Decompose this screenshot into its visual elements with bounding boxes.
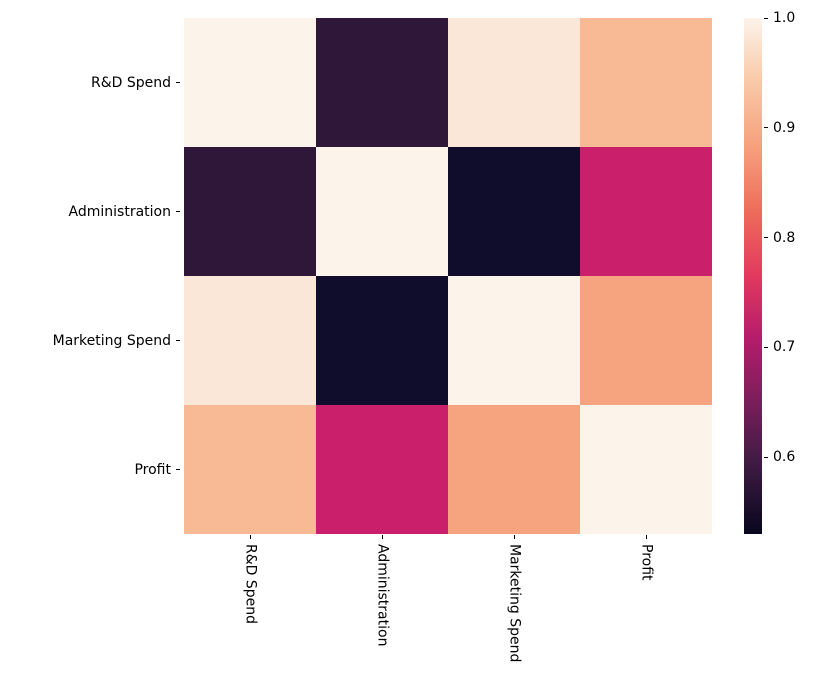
heatmap-cell — [580, 276, 712, 405]
tick-text: Marketing Spend — [53, 333, 171, 349]
tick-mark — [764, 457, 768, 458]
tick-mark — [764, 18, 768, 19]
heatmap-cell — [184, 18, 316, 147]
heatmap-grid — [184, 18, 712, 534]
tick-text: Administration — [69, 204, 171, 220]
heatmap-cell — [580, 405, 712, 534]
colorbar — [744, 18, 762, 534]
x-tick-label: Administration — [374, 544, 390, 646]
heatmap-cell — [316, 147, 448, 276]
heatmap-cell — [580, 18, 712, 147]
y-tick-label: Marketing Spend — [53, 333, 180, 349]
heatmap-cell — [448, 147, 580, 276]
heatmap-cell — [316, 276, 448, 405]
heatmap-cell — [448, 276, 580, 405]
heatmap-cell — [316, 18, 448, 147]
tick-mark — [250, 535, 251, 539]
x-tick-label: R&D Spend — [242, 544, 258, 624]
tick-mark — [764, 347, 768, 348]
y-tick-label: Administration — [69, 204, 180, 220]
heatmap-cell — [184, 147, 316, 276]
heatmap-cell — [184, 276, 316, 405]
tick-mark — [764, 237, 768, 238]
colorbar-tick-label: 0.7 — [773, 339, 795, 355]
tick-mark — [514, 535, 515, 539]
tick-mark — [764, 127, 768, 128]
colorbar-tick: 0.6 — [764, 449, 795, 465]
tick-text: R&D Spend — [91, 75, 171, 91]
x-tick-label: Profit — [638, 544, 654, 581]
colorbar-tick-label: 1.0 — [773, 10, 795, 26]
heatmap-cell — [580, 147, 712, 276]
tick-mark — [176, 82, 180, 83]
tick-mark — [176, 469, 180, 470]
heatmap-cell — [184, 405, 316, 534]
colorbar-tick: 1.0 — [764, 10, 795, 26]
tick-mark — [176, 211, 180, 212]
tick-text: Profit — [134, 462, 171, 478]
heatmap-cell — [448, 18, 580, 147]
x-tick-label: Marketing Spend — [506, 544, 522, 662]
colorbar-tick: 0.9 — [764, 120, 795, 136]
heatmap-cell — [448, 405, 580, 534]
tick-mark — [382, 535, 383, 539]
colorbar-tick: 0.8 — [764, 230, 795, 246]
colorbar-tick-label: 0.6 — [773, 449, 795, 465]
heatmap-axes — [184, 18, 712, 534]
colorbar-tick-label: 0.8 — [773, 230, 795, 246]
tick-mark — [176, 340, 180, 341]
colorbar-gradient — [744, 18, 762, 534]
tick-mark — [646, 535, 647, 539]
y-tick-label: R&D Spend — [91, 75, 180, 91]
colorbar-tick-label: 0.9 — [773, 120, 795, 136]
figure: R&D Spend Administration Marketing Spend Pr… — [0, 0, 828, 696]
colorbar-tick: 0.7 — [764, 339, 795, 355]
y-tick-label: Profit — [134, 462, 180, 478]
heatmap-cell — [316, 405, 448, 534]
